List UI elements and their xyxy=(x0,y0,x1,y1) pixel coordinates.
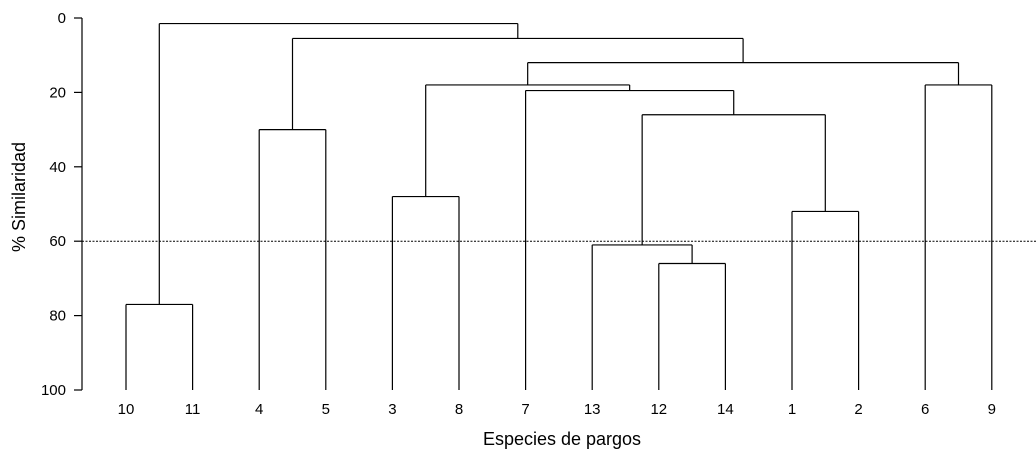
leaf-labels: 10 11 4 5 3 8 7 13 12 14 1 2 6 9 xyxy=(118,401,996,418)
x-axis-label: Especies de pargos xyxy=(483,429,641,449)
axes: 0 20 40 60 80 100 xyxy=(41,10,1036,399)
leaf-label: 10 xyxy=(118,401,135,418)
leaf-label: 3 xyxy=(388,401,396,418)
leaf-label: 12 xyxy=(650,401,667,418)
leaf-label: 6 xyxy=(921,401,929,418)
dendrogram-branches xyxy=(125,22,993,390)
y-tick-label: 80 xyxy=(49,308,66,325)
leaf-label: 11 xyxy=(185,401,201,418)
y-tick-label: 60 xyxy=(49,233,66,250)
y-tick-label: 40 xyxy=(49,159,66,176)
leaf-label: 9 xyxy=(988,401,996,418)
leaf-label: 1 xyxy=(788,401,796,418)
y-tick-label: 20 xyxy=(49,84,66,101)
leaf-label: 13 xyxy=(584,401,601,418)
leaf-label: 8 xyxy=(455,401,463,418)
leaf-label: 5 xyxy=(322,401,330,418)
leaf-label: 4 xyxy=(255,401,263,418)
y-tick-label: 0 xyxy=(58,10,66,27)
y-tick-label: 100 xyxy=(41,382,66,399)
leaf-label: 14 xyxy=(717,401,734,418)
leaf-label: 7 xyxy=(521,401,529,418)
leaf-label: 2 xyxy=(854,401,862,418)
y-axis-label: % Similaridad xyxy=(9,142,29,252)
